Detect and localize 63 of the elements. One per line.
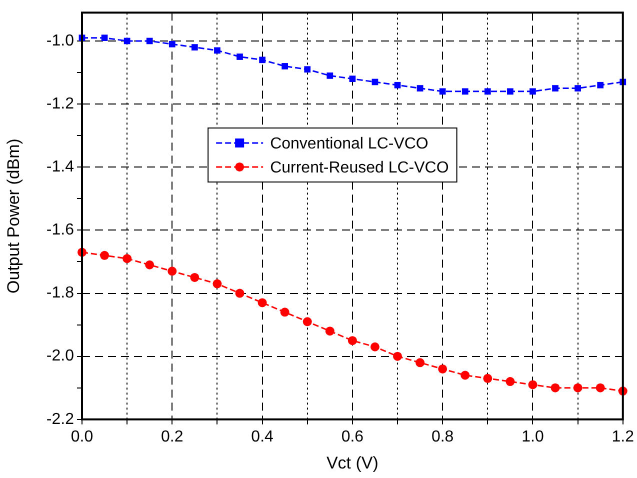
point (282, 63, 288, 70)
point (325, 326, 334, 336)
x-tick-label: 0.6 (341, 428, 364, 446)
y-tick-label: -2.2 (46, 410, 74, 428)
point (460, 370, 470, 380)
x-tick-label: 0.2 (161, 428, 184, 446)
point (596, 383, 605, 392)
point (349, 76, 356, 82)
point (483, 374, 492, 383)
point (100, 250, 110, 260)
x-tick-label: 1.2 (612, 428, 634, 446)
point (214, 47, 220, 54)
y-tick-label: -1.6 (46, 222, 74, 239)
point (370, 342, 380, 352)
point (416, 358, 425, 368)
y-tick-label: -2.0 (46, 348, 74, 365)
point (212, 279, 222, 288)
point (507, 88, 514, 95)
point (259, 56, 266, 64)
point (235, 288, 244, 298)
x-axis-title: Vct (V) (326, 453, 378, 472)
point (528, 380, 538, 390)
point (416, 85, 424, 92)
point (550, 383, 560, 392)
point (348, 336, 357, 346)
point (573, 383, 582, 392)
point (168, 266, 177, 276)
point (439, 88, 446, 95)
point (530, 88, 536, 95)
point (326, 72, 334, 79)
point (122, 254, 132, 264)
point (484, 88, 491, 95)
y-tick-label: -1.8 (46, 284, 74, 302)
y-axis-title: Output Power (dBm) (4, 138, 23, 294)
x-tick-label: 0.8 (431, 428, 454, 446)
y-tick-label: -1.0 (46, 32, 74, 50)
x-tick-label: 0.4 (251, 428, 274, 446)
point (124, 38, 130, 44)
x-tick-label: 1.0 (522, 428, 544, 446)
point (506, 377, 515, 386)
point (168, 40, 176, 48)
point (101, 34, 108, 42)
point (438, 364, 448, 374)
point (302, 317, 312, 326)
point (145, 260, 154, 270)
point (146, 38, 153, 44)
point (574, 85, 581, 92)
y-tick-label: -1.2 (46, 95, 74, 112)
point (280, 308, 290, 317)
x-tick-label: 0.0 (70, 428, 94, 446)
point (597, 82, 604, 88)
point (304, 66, 311, 73)
point (190, 272, 200, 282)
point (393, 352, 402, 361)
legend-label: Conventional LC-VCO (270, 135, 428, 152)
point (552, 85, 558, 92)
point (394, 82, 401, 88)
point (192, 44, 198, 50)
y-tick-label: -1.4 (46, 158, 74, 176)
point (258, 298, 267, 308)
point (236, 54, 243, 60)
legend-label: Current-Reused LC-VCO (270, 159, 449, 176)
point (462, 88, 468, 95)
